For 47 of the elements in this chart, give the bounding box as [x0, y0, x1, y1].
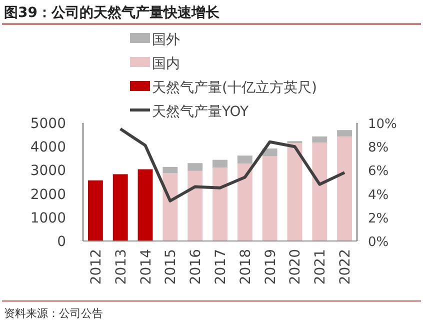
x-tick-label: 2015 [163, 249, 180, 285]
bar [162, 173, 178, 241]
bar [337, 136, 352, 241]
bar [337, 130, 352, 136]
bar [312, 142, 328, 241]
text: 资料来源：公司公告 [4, 307, 103, 320]
x-tick-label: 2016 [188, 248, 204, 285]
y2-tick-label: 4% [368, 188, 389, 203]
title: 图39：公司的天然气产量快速增长 [4, 5, 220, 21]
bar [237, 164, 252, 241]
x-tick-label: 2012 [88, 249, 104, 285]
bar [188, 170, 203, 241]
y2-tick-label: 0% [368, 235, 389, 250]
bar [212, 168, 228, 241]
x-tick-label: 2022 [338, 249, 354, 285]
bar [312, 136, 328, 143]
x-tick-label: 2020 [288, 249, 304, 285]
y2-tick-label: 6% [368, 164, 389, 180]
x-tick-label: 2018 [238, 249, 254, 285]
y-tick-label: 2000 [30, 186, 66, 203]
legend-label: 天然气产量YOY [152, 104, 250, 120]
x-tick-label: 2014 [138, 248, 154, 285]
bar [138, 169, 153, 241]
x-tick-label: 2021 [312, 249, 329, 285]
bar [287, 143, 302, 241]
y-tick-label: 0 [57, 234, 66, 250]
y-tick-label: 5000 [30, 116, 66, 132]
y-tick-label: 4000 [30, 140, 66, 156]
bar [188, 163, 203, 171]
y-tick-label: 3000 [30, 163, 66, 180]
x-tick-label: 2019 [262, 249, 279, 285]
y-tick-label: 1000 [30, 210, 66, 226]
bar [112, 174, 128, 241]
bar [162, 166, 178, 174]
line-series [118, 127, 346, 202]
legend-label: 天然气产量(十亿立方英尺) [152, 80, 317, 96]
y2-tick-label: 10% [368, 117, 397, 132]
legend-label: 国外 [152, 32, 180, 48]
y2-tick-label: 2% [368, 211, 389, 226]
bar [88, 180, 103, 241]
y2-tick-label: 8% [368, 140, 389, 156]
bar [262, 156, 278, 241]
bar [237, 156, 252, 164]
bar [212, 160, 228, 168]
x-tick-label: 2017 [213, 249, 229, 285]
x-tick-label: 2013 [113, 249, 130, 285]
legend-label: 国内 [152, 56, 180, 72]
